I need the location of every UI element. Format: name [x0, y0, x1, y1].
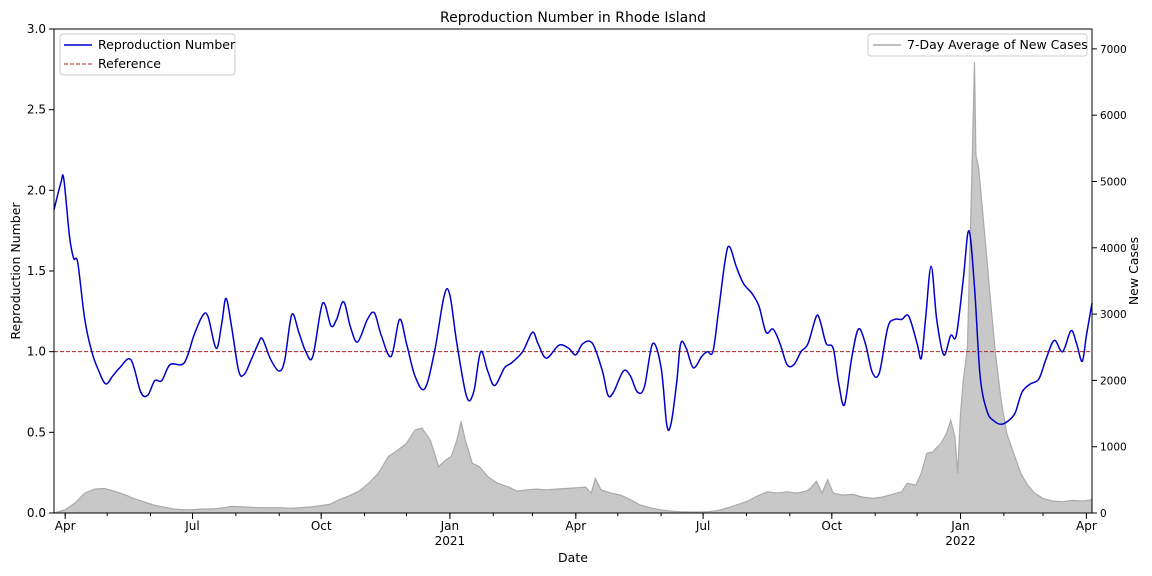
left-tick-label: 1.0: [27, 345, 46, 359]
right-axis: 0 1000 2000 3000 4000 5000 6000 7000: [1092, 44, 1127, 520]
reproduction-number-line: [53, 174, 1093, 432]
cases-area-layer: [53, 62, 1093, 514]
right-tick-label: 6000: [1100, 110, 1127, 122]
left-tick-label: 0.0: [27, 506, 46, 520]
left-tick-label: 2.0: [27, 183, 46, 197]
right-tick-label: 7000: [1100, 44, 1127, 56]
x-year-label: 2022: [945, 534, 976, 548]
right-tick-label: 0: [1100, 508, 1107, 520]
legend-right-box: [867, 33, 1088, 57]
cases-area-fill: [54, 62, 1092, 513]
legend-label-cases: 7-Day Average of New Cases: [907, 37, 1088, 52]
y2-axis-title: New Cases: [1126, 237, 1141, 305]
cases-area-line: [53, 62, 1093, 514]
x-tick-label: Apr: [1076, 519, 1097, 533]
legend-label-reference: Reference: [98, 56, 161, 71]
left-tick-label: 0.5: [27, 425, 46, 439]
legend-left: Reproduction Number Reference: [59, 33, 236, 76]
left-tick-label: 1.5: [27, 264, 46, 278]
x-tick-label: Apr: [55, 519, 76, 533]
plot-frame: [53, 28, 1093, 514]
legend-label-reproduction: Reproduction Number: [98, 37, 236, 52]
left-tick-label: 3.0: [27, 22, 46, 36]
right-tick-label: 2000: [1100, 375, 1127, 387]
reproduction-number-layer: [53, 174, 1093, 432]
right-tick-label: 1000: [1100, 442, 1127, 454]
x-tick-label: Jul: [695, 519, 710, 533]
legend-right: 7-Day Average of New Cases: [867, 33, 1088, 57]
right-tick-label: 4000: [1100, 243, 1127, 255]
left-axis: 0.0 0.5 1.0 1.5 2.0 2.5 3.0: [27, 22, 54, 520]
left-tick-label: 2.5: [27, 103, 46, 117]
y-axis-title: Reproduction Number: [8, 202, 23, 340]
x-tick-label: Apr: [565, 519, 586, 533]
x-tick-label: Oct: [821, 519, 842, 533]
x-axis-title: Date: [558, 550, 588, 565]
right-tick-label: 3000: [1100, 309, 1127, 321]
x-tick-label: Oct: [311, 519, 332, 533]
x-year-label: 2021: [435, 534, 466, 548]
x-tick-label: Jul: [184, 519, 199, 533]
chart-title: Reproduction Number in Rhode Island: [440, 10, 706, 26]
x-tick-label: Jan: [950, 519, 970, 533]
legend-left-box: [59, 33, 236, 76]
x-tick-label: Jan: [440, 519, 460, 533]
right-tick-label: 5000: [1100, 176, 1127, 188]
